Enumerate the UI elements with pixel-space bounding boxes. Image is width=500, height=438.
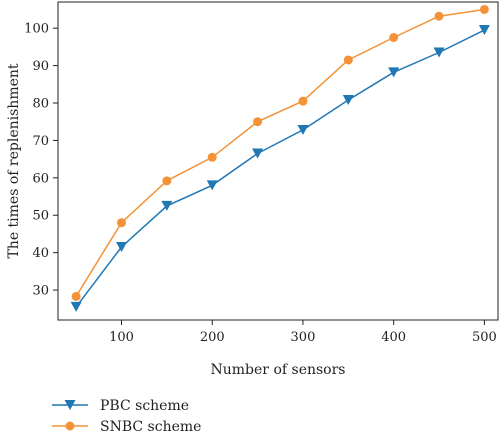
data-point-pbc	[116, 242, 128, 253]
series-line-snbc	[75, 8, 485, 297]
y-axis-title: The times of replenishment	[6, 63, 22, 258]
data-point-snbc	[117, 218, 127, 228]
y-tick-label: 50	[32, 209, 49, 224]
data-point-pbc	[388, 67, 400, 78]
legend-marker-pbc	[64, 400, 76, 410]
data-point-pbc	[342, 95, 354, 106]
data-point-pbc	[478, 25, 490, 36]
x-tick-label: 100	[109, 330, 134, 345]
x-tick-label: 200	[200, 330, 225, 345]
data-point-snbc	[162, 176, 172, 186]
y-tick-label: 100	[24, 22, 49, 37]
legend: PBC scheme SNBC scheme	[52, 398, 201, 435]
y-tick-label: 30	[32, 284, 49, 299]
x-axis: 100 200 300 400 500	[109, 320, 497, 345]
data-point-pbc	[70, 301, 82, 312]
data-point-pbc	[433, 47, 445, 58]
data-point-snbc	[479, 4, 489, 14]
data-point-snbc	[207, 152, 217, 162]
legend-item-pbc: PBC scheme	[52, 398, 189, 414]
plot-area	[57, 1, 499, 321]
data-point-snbc	[434, 11, 444, 21]
data-point-snbc	[343, 55, 353, 65]
data-point-pbc	[206, 180, 218, 191]
y-tick-label: 90	[32, 59, 49, 74]
data-point-snbc	[253, 117, 263, 127]
series-line-pbc	[75, 29, 485, 308]
legend-item-snbc: SNBC scheme	[52, 419, 201, 435]
data-point-pbc	[297, 124, 309, 135]
data-point-pbc	[161, 200, 173, 211]
y-tick-label: 70	[32, 134, 49, 149]
y-axis: 30 40 50 60 70 80 90 100	[24, 22, 58, 299]
legend-label-snbc: SNBC scheme	[100, 419, 201, 435]
data-point-pbc	[252, 148, 264, 159]
y-tick-label: 80	[32, 97, 49, 112]
x-axis-title: Number of sensors	[211, 362, 346, 378]
x-tick-label: 300	[291, 330, 316, 345]
y-tick-label: 60	[32, 171, 49, 186]
legend-label-pbc: PBC scheme	[100, 398, 189, 414]
x-tick-label: 500	[472, 330, 497, 345]
series-layer	[70, 4, 490, 312]
y-tick-label: 40	[32, 246, 49, 261]
data-point-snbc	[298, 96, 308, 106]
legend-marker-snbc	[65, 421, 75, 431]
x-tick-label: 400	[381, 330, 406, 345]
data-point-snbc	[389, 33, 399, 43]
data-point-snbc	[71, 291, 81, 301]
